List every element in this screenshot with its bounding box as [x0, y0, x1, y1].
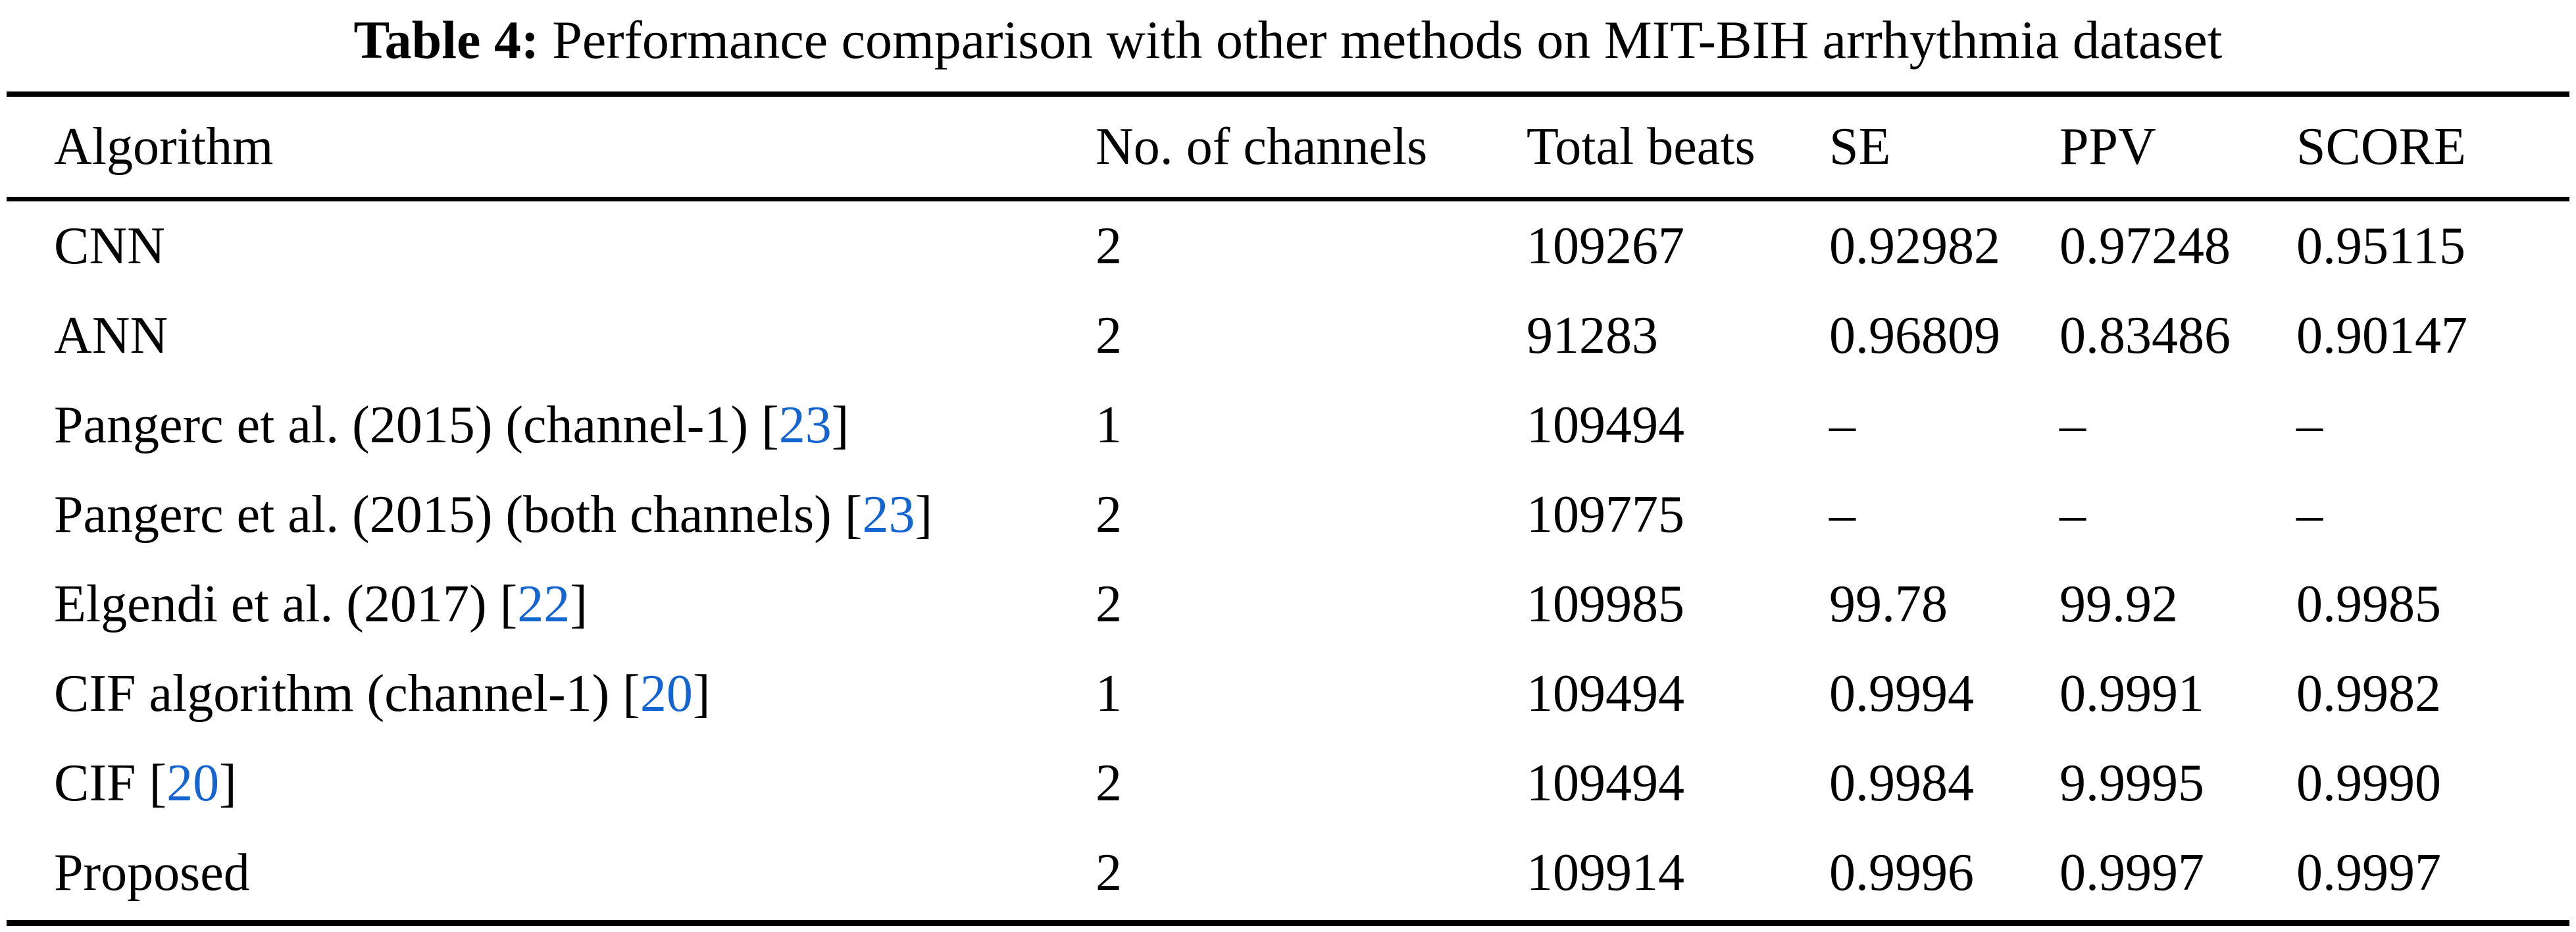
ppv-cell: 0.9997 — [2059, 844, 2204, 902]
table-row: Elgendi et al. (2017) [22] 2 109985 99.7… — [0, 559, 2576, 649]
table-row: CIF [20] 2 109494 0.9984 9.9995 0.9990 — [0, 738, 2576, 828]
ppv-cell: 9.9995 — [2059, 754, 2204, 812]
channels-cell: 2 — [1096, 307, 1122, 365]
citation-link[interactable]: 20 — [640, 665, 693, 723]
algorithm-cell: Proposed — [54, 828, 250, 918]
se-cell: 99.78 — [1829, 575, 1948, 633]
citation-link[interactable]: 20 — [166, 754, 220, 812]
algorithm-name: Pangerc et al. (2015) (both channels) — [54, 486, 832, 544]
total-beats-cell: 109775 — [1527, 486, 1684, 544]
score-cell: – — [2296, 486, 2323, 544]
score-cell: 0.9997 — [2296, 844, 2441, 902]
algorithm-cell: ANN — [54, 291, 168, 380]
citation-bracket-close: ] — [570, 575, 588, 633]
table-caption: Table 4: Performance comparison with othe… — [0, 0, 2576, 80]
algorithm-name: CNN — [54, 217, 165, 275]
total-beats-cell: 109494 — [1527, 396, 1684, 454]
ppv-cell: 0.9991 — [2059, 665, 2204, 723]
algorithm-cell: CNN — [54, 201, 165, 291]
citation-bracket-close: ] — [915, 486, 933, 544]
channels-cell: 2 — [1096, 217, 1122, 275]
citation-bracket-open: [ — [486, 575, 518, 633]
ppv-cell: – — [2059, 396, 2086, 454]
se-cell: – — [1829, 486, 1856, 544]
table-caption-text: Performance comparison with other method… — [552, 10, 2223, 70]
se-cell: 0.9984 — [1829, 754, 1974, 812]
se-cell: – — [1829, 396, 1856, 454]
bottom-rule — [7, 920, 2569, 926]
table-caption-label: Table 4: — [353, 10, 540, 70]
citation-link[interactable]: 23 — [862, 486, 915, 544]
se-cell: 0.92982 — [1829, 217, 2000, 275]
se-cell: 0.9994 — [1829, 665, 1974, 723]
column-header-total-beats: Total beats — [1527, 118, 1755, 176]
citation-bracket-close: ] — [692, 665, 711, 723]
channels-cell: 2 — [1096, 486, 1122, 544]
ppv-cell: – — [2059, 486, 2086, 544]
table-row: Pangerc et al. (2015) (both channels) [2… — [0, 470, 2576, 559]
header-rule — [7, 197, 2569, 201]
channels-cell: 1 — [1096, 396, 1122, 454]
total-beats-cell: 109494 — [1527, 665, 1684, 723]
algorithm-cell: CIF algorithm (channel-1) [20] — [54, 649, 711, 738]
ppv-cell: 99.92 — [2059, 575, 2178, 633]
header-row: Algorithm No. of channels Total beats SE… — [0, 97, 2576, 197]
total-beats-cell: 109494 — [1527, 754, 1684, 812]
citation-bracket-close: ] — [831, 396, 849, 454]
citation-bracket-open: [ — [748, 396, 779, 454]
algorithm-cell: Pangerc et al. (2015) (both channels) [2… — [54, 470, 932, 559]
table-row: ANN 2 91283 0.96809 0.83486 0.90147 — [0, 291, 2576, 380]
algorithm-name: ANN — [54, 307, 168, 365]
column-header-se: SE — [1829, 118, 1891, 176]
algorithm-name: CIF — [54, 754, 136, 812]
column-header-algorithm: Algorithm — [54, 118, 274, 176]
total-beats-cell: 109914 — [1527, 844, 1684, 902]
table-row: Pangerc et al. (2015) (channel-1) [23] 1… — [0, 380, 2576, 470]
citation-bracket-close: ] — [219, 754, 237, 812]
channels-cell: 2 — [1096, 754, 1122, 812]
channels-cell: 2 — [1096, 844, 1122, 902]
algorithm-name: Proposed — [54, 844, 250, 902]
score-cell: – — [2296, 396, 2323, 454]
table-row: Proposed 2 109914 0.9996 0.9997 0.9997 — [0, 828, 2576, 918]
algorithm-name: CIF algorithm (channel-1) — [54, 665, 610, 723]
total-beats-cell: 91283 — [1527, 307, 1658, 365]
citation-link[interactable]: 22 — [517, 575, 570, 633]
total-beats-cell: 109267 — [1527, 217, 1684, 275]
score-cell: 0.90147 — [2296, 307, 2467, 365]
algorithm-cell: Elgendi et al. (2017) [22] — [54, 559, 588, 649]
algorithm-cell: CIF [20] — [54, 738, 237, 828]
ppv-cell: 0.83486 — [2059, 307, 2231, 365]
table-row: CIF algorithm (channel-1) [20] 1 109494 … — [0, 649, 2576, 738]
citation-bracket-open: [ — [136, 754, 167, 812]
column-header-ppv: PPV — [2059, 118, 2156, 176]
total-beats-cell: 109985 — [1527, 575, 1684, 633]
algorithm-name: Pangerc et al. (2015) (channel-1) — [54, 396, 749, 454]
column-header-channels: No. of channels — [1096, 118, 1428, 176]
top-rule — [7, 91, 2569, 97]
score-cell: 0.95115 — [2296, 217, 2466, 275]
column-header-score: SCORE — [2296, 118, 2466, 176]
score-cell: 0.9990 — [2296, 754, 2441, 812]
score-cell: 0.9982 — [2296, 665, 2441, 723]
citation-link[interactable]: 23 — [778, 396, 832, 454]
score-cell: 0.9985 — [2296, 575, 2441, 633]
citation-bracket-open: [ — [609, 665, 640, 723]
se-cell: 0.96809 — [1829, 307, 2000, 365]
citation-bracket-open: [ — [831, 486, 863, 544]
table-row: CNN 2 109267 0.92982 0.97248 0.95115 — [0, 201, 2576, 291]
se-cell: 0.9996 — [1829, 844, 1974, 902]
channels-cell: 1 — [1096, 665, 1122, 723]
channels-cell: 2 — [1096, 575, 1122, 633]
algorithm-name: Elgendi et al. (2017) — [54, 575, 487, 633]
ppv-cell: 0.97248 — [2059, 217, 2231, 275]
algorithm-cell: Pangerc et al. (2015) (channel-1) [23] — [54, 380, 849, 470]
